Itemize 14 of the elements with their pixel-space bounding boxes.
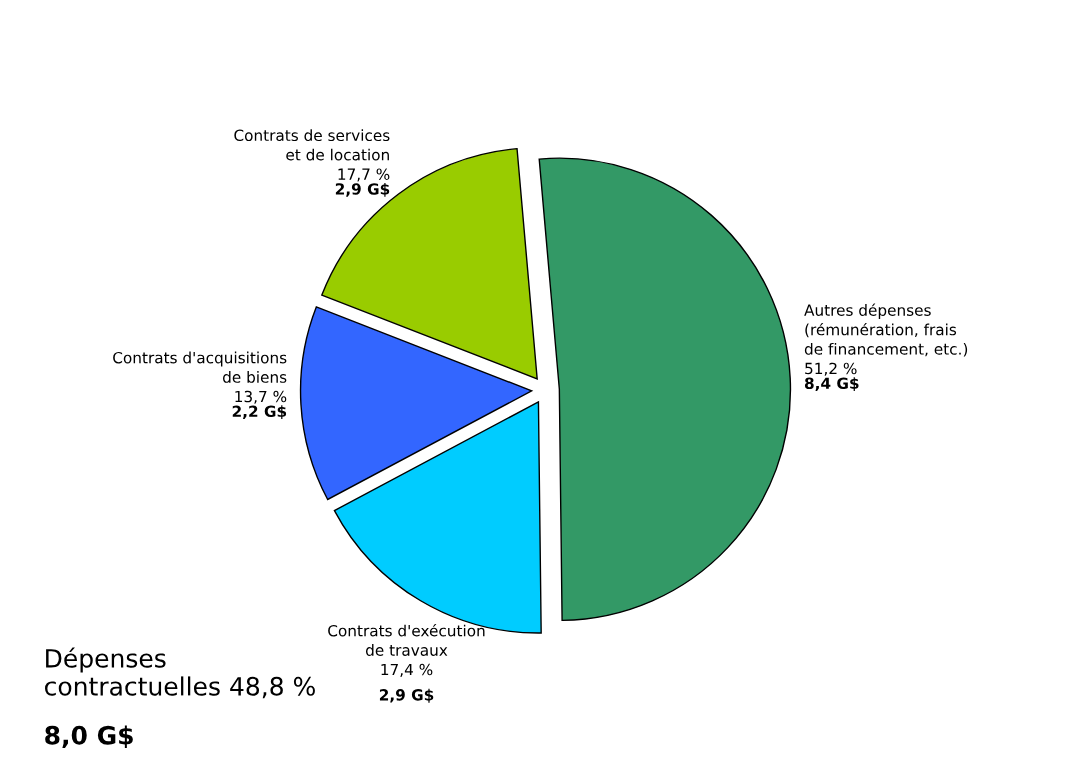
text: 2,2 G$	[232, 405, 287, 420]
data-label: 17,4 %	[381, 663, 433, 677]
text: 2,9 G$	[335, 182, 390, 197]
text: 8,4 G$	[804, 377, 859, 392]
text: Dépenses contractuelles 48,8 %	[45, 647, 315, 699]
slice-label: Contrats de services et de location	[234, 129, 390, 161]
slice-label: Contrats d'exécution de travaux	[328, 624, 485, 656]
data-label: 51,2 %	[805, 362, 857, 376]
text: 8,0 G$	[45, 725, 133, 749]
slice-label: Contrats d'acquisitions de biens	[113, 351, 287, 383]
data-label: 13,7 %	[235, 390, 287, 404]
text: 2,9 G$	[379, 688, 434, 703]
slice-label: Autres dépenses (rémunération, frais de financement, etc.)	[804, 303, 968, 357]
data-label: 17,7 %	[338, 168, 390, 182]
